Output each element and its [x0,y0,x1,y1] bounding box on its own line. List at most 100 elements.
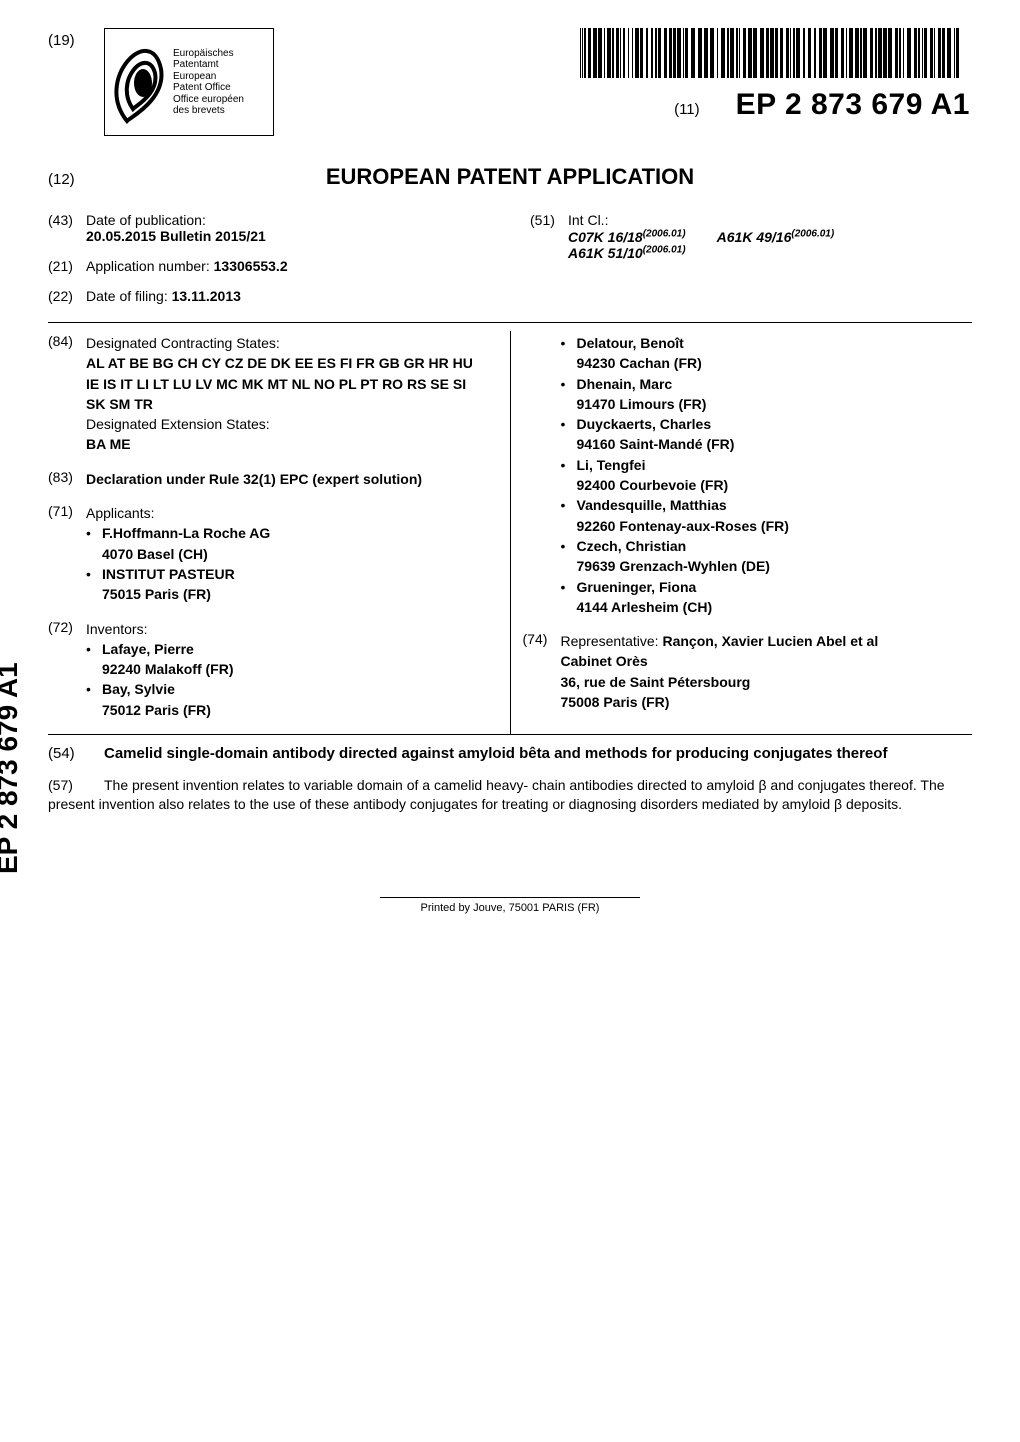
inventor-row: •Dhenain, Marc91470 Limours (FR) [561,374,949,415]
epo-logo-box: Europäisches Patentamt European Patent O… [104,28,274,136]
inventor-name: Czech, Christian [577,538,687,554]
inventor-name: Grueninger, Fiona [577,579,697,595]
field-83-text: Declaration under Rule 32(1) EPC (expert… [86,469,474,489]
field-43-label: Date of publication: [86,212,206,228]
ipc-ver: (2006.01) [791,228,834,239]
field-71-tag: (71) [48,503,86,604]
inventor-name: Bay, Sylvie [102,681,175,697]
epo-line: Europäisches [173,48,244,60]
applicant-name: INSTITUT PASTEUR [102,566,235,582]
inventor-addr: 92260 Fontenay-aux-Roses (FR) [577,518,789,534]
ipc-ver: (2006.01) [643,245,686,256]
pubinfo-left: (43) Date of publication: 20.05.2015 Bul… [48,210,490,318]
inventor-name: Duyckaerts, Charles [577,416,712,432]
inventor-row: •Li, Tengfei92400 Courbevoie (FR) [561,455,949,496]
epo-line: Patentamt [173,59,244,71]
field-21-tag: (21) [48,258,86,274]
field-51-label: Int Cl.: [568,212,608,228]
ipc-code: A61K 49/16 [717,229,792,245]
field-54: (54) Camelid single-domain antibody dire… [48,745,972,762]
field-72-left: (72) Inventors: •Lafaye, Pierre92240 Mal… [48,619,474,720]
field-22: (22) Date of filing: 13.11.2013 [48,288,490,304]
applicant-name: F.Hoffmann-La Roche AG [102,525,270,541]
field-51: (51) Int Cl.: C07K 16/18(2006.01) A61K 4… [530,212,972,261]
footer-rule [380,897,640,898]
spine-pubnum: EP 2 873 679 A1 [0,662,24,874]
epo-line: des brevets [173,105,244,117]
inventor-addr: 4144 Arlesheim (CH) [577,599,713,615]
epo-swirl-icon [111,39,167,125]
field-84: (84) Designated Contracting States: AL A… [48,333,474,455]
ipc-code: A61K 51/10 [568,245,643,261]
epo-line: Office européen [173,94,244,106]
field-22-value: 13.11.2013 [172,288,241,304]
publication-number: EP 2 873 679 A1 [736,88,970,122]
title-row: (12) EUROPEAN PATENT APPLICATION [48,164,972,190]
applicant-addr: 75015 Paris (FR) [102,586,211,602]
inventor-addr: 92240 Malakoff (FR) [102,661,233,677]
field-74-label: Representative: [561,633,659,649]
barcode-column: (11) EP 2 873 679 A1 [274,28,972,122]
field-21-label: Application number: [86,258,210,274]
inventor-addr: 94230 Cachan (FR) [577,355,702,371]
epo-line: European [173,71,244,83]
field-57-tag: (57) [48,776,104,795]
field-72-label: Inventors: [86,621,147,637]
rule [48,734,972,735]
ipc-ver: (2006.01) [643,228,686,239]
invention-title: Camelid single-domain antibody directed … [104,745,972,762]
field-71-label: Applicants: [86,505,154,521]
representative-line: 36, rue de Saint Pétersbourg [561,674,751,690]
representative-name: Rançon, Xavier Lucien Abel et al [662,633,878,649]
inventor-name: Li, Tengfei [577,457,646,473]
field-83: (83) Declaration under Rule 32(1) EPC (e… [48,469,474,489]
field-11-tag: (11) [674,101,700,118]
field-83-tag: (83) [48,469,86,489]
inventor-row: •Grueninger, Fiona4144 Arlesheim (CH) [561,577,949,618]
inventor-addr: 94160 Saint-Mandé (FR) [577,436,735,452]
inventor-row: •Czech, Christian79639 Grenzach-Wyhlen (… [561,536,949,577]
footer: Printed by Jouve, 75001 PARIS (FR) [0,897,1020,914]
parties-block: (84) Designated Contracting States: AL A… [48,331,972,734]
inventor-name: Lafaye, Pierre [102,641,194,657]
field-21: (21) Application number: 13306553.2 [48,258,490,274]
field-84-states: AL AT BE BG CH CY CZ DE DK EE ES FI FR G… [86,355,473,412]
epo-line: Patent Office [173,82,244,94]
inventor-name: Vandesquille, Matthias [577,497,727,513]
parties-left: (84) Designated Contracting States: AL A… [48,331,498,734]
field-43: (43) Date of publication: 20.05.2015 Bul… [48,212,490,244]
field-84-label: Designated Contracting States: [86,335,280,351]
field-43-value: 20.05.2015 Bulletin 2015/21 [86,228,266,244]
representative-line: 75008 Paris (FR) [561,694,670,710]
ipc-code: C07K 16/18 [568,229,643,245]
field-19-tag: (19) [48,28,104,49]
field-84-ext-label: Designated Extension States: [86,416,270,432]
document-kind-title: EUROPEAN PATENT APPLICATION [104,164,972,190]
inventor-addr: 79639 Grenzach-Wyhlen (DE) [577,558,770,574]
pubnum-row: (11) EP 2 873 679 A1 [674,88,970,122]
field-84-ext-states: BA ME [86,436,131,452]
field-21-value: 13306553.2 [214,258,288,274]
field-71: (71) Applicants: •F.Hoffmann-La Roche AG… [48,503,474,604]
field-22-tag: (22) [48,288,86,304]
inventor-addr: 91470 Limours (FR) [577,396,707,412]
epo-logo-text: Europäisches Patentamt European Patent O… [173,48,244,117]
field-72-tag: (72) [48,619,86,720]
field-72-right: •Delatour, Benoît94230 Cachan (FR)•Dhena… [523,333,949,617]
inventor-name: Dhenain, Marc [577,376,673,392]
inventor-row: •Vandesquille, Matthias92260 Fontenay-au… [561,495,949,536]
field-57: (57)The present invention relates to var… [48,776,972,814]
rule [48,322,972,323]
patent-page: (19) Europäisches Patentamt European Pat… [0,0,1020,814]
footer-text: Printed by Jouve, 75001 PARIS (FR) [421,902,600,914]
inventor-name: Delatour, Benoît [577,335,684,351]
field-84-tag: (84) [48,333,86,455]
header-row: (19) Europäisches Patentamt European Pat… [48,28,972,136]
abstract-text: The present invention relates to variabl… [48,777,945,812]
pubinfo-right: (51) Int Cl.: C07K 16/18(2006.01) A61K 4… [530,210,972,318]
inventor-addr: 92400 Courbevoie (FR) [577,477,729,493]
parties-right: •Delatour, Benoît94230 Cachan (FR)•Dhena… [523,331,973,734]
field-43-tag: (43) [48,212,86,244]
pubinfo-row: (43) Date of publication: 20.05.2015 Bul… [48,210,972,318]
field-12-tag: (12) [48,171,104,188]
